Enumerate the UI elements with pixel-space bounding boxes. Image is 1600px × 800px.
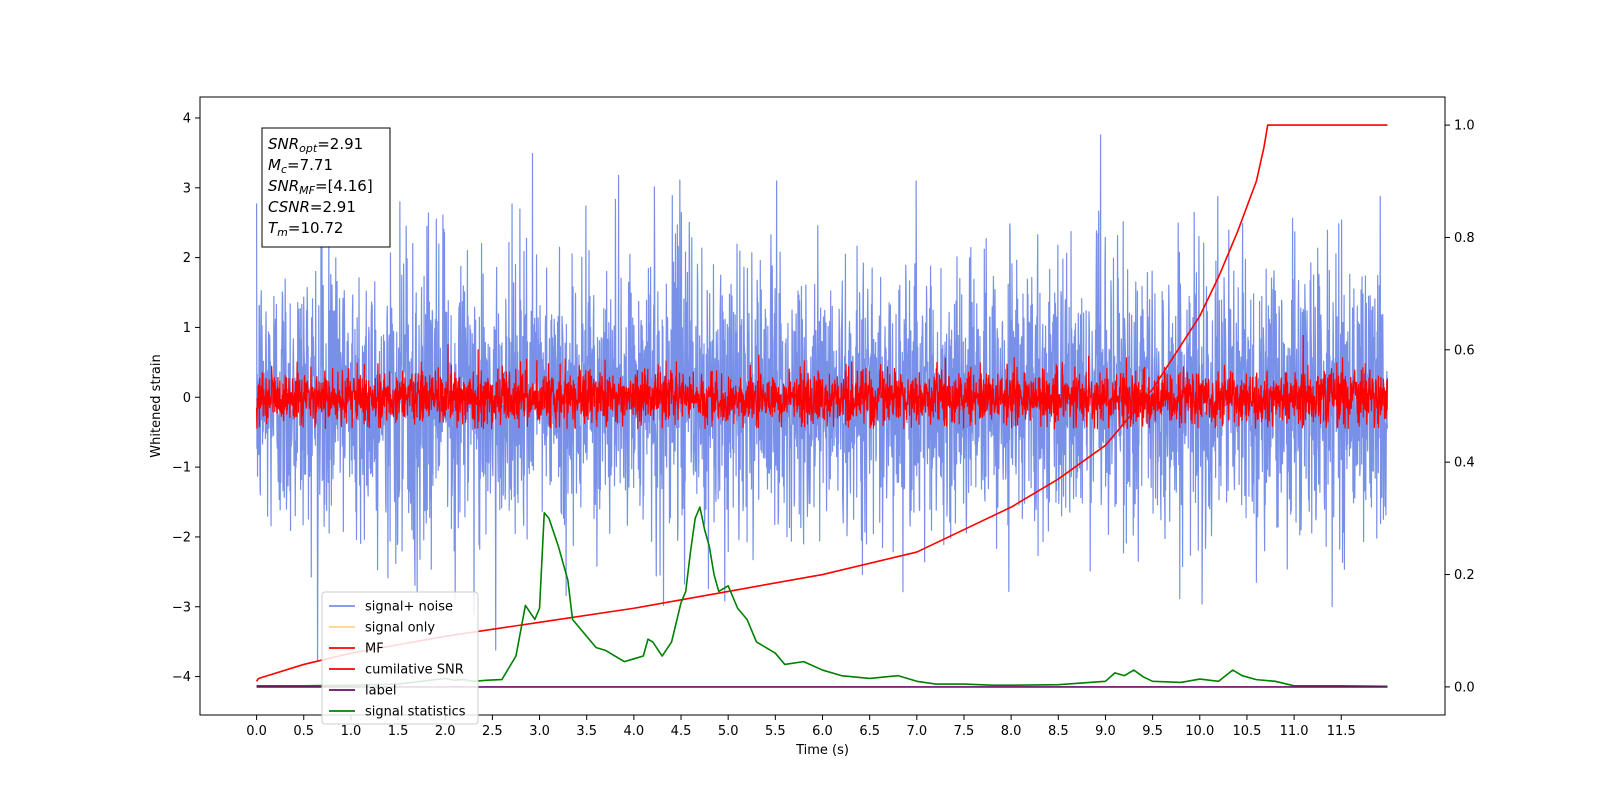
y2-tick-label: 1.0 [1454, 119, 1475, 134]
x-axis-label: Time (s) [795, 743, 849, 758]
x-tick-label: 10.0 [1185, 724, 1214, 739]
y2-tick-label: 0.4 [1454, 456, 1475, 471]
legend-label-label: label [365, 684, 396, 699]
x-tick-label: 5.0 [718, 724, 739, 739]
annotation-line: Tm=10.72 [268, 219, 343, 239]
y-tick-label: 0 [183, 391, 191, 406]
x-tick-label: 2.0 [435, 724, 456, 739]
axes: 0.0 0.5 1.0 1.5 2.0 2.5 3.0 3.5 4.0 4.5 5.0 5.5 6.0 6… [172, 96, 1475, 739]
x-tick-label: 6.5 [859, 724, 880, 739]
annotation-box [261, 127, 391, 248]
x-tick-label: 7.0 [906, 724, 927, 739]
y2-tick-label: 0.2 [1454, 568, 1475, 583]
x-tick-label: 5.5 [765, 724, 786, 739]
annotation-line: SNRopt=2.91 [268, 135, 363, 155]
legend-label-signal-only: signal only [365, 621, 435, 636]
series-mf-line [255, 334, 1389, 430]
legend-label-signal-statistics: signal statistics [365, 705, 466, 720]
x-tick-label: 10.5 [1232, 724, 1261, 739]
annotation-line: Mc=7.71 [268, 156, 333, 176]
annotation-line: SNRMF=[4.16] [268, 177, 373, 197]
x-tick-label: 8.0 [1001, 724, 1022, 739]
x-tick-label: 6.0 [812, 724, 833, 739]
legend: signal+ noise signal only MF cumilative SNR… [321, 591, 479, 725]
legend-label-mf: MF [365, 642, 384, 657]
x-tick-label: 11.5 [1327, 724, 1356, 739]
y-tick-label: −2 [172, 530, 191, 545]
y-tick-label: −1 [172, 461, 191, 476]
series-signal-statistics-line [256, 506, 1388, 688]
legend-label-cumilative-snr: cumilative SNR [365, 663, 464, 678]
legend-label-signal-noise: signal+ noise [365, 600, 453, 615]
x-tick-label: 3.0 [529, 724, 550, 739]
annotation-line: CSNR=2.91 [268, 198, 356, 216]
y-tick-label: 4 [183, 111, 191, 126]
series-signal-noise-line [255, 134, 1389, 662]
x-tick-label: 9.5 [1142, 724, 1163, 739]
x-tick-label: 4.0 [624, 724, 645, 739]
y-tick-label: −4 [172, 670, 191, 685]
x-tick-label: 7.5 [954, 724, 975, 739]
x-tick-label: 9.0 [1095, 724, 1116, 739]
x-tick-label: 4.5 [671, 724, 692, 739]
x-tick-label: 2.5 [482, 724, 503, 739]
y-tick-label: −3 [172, 600, 191, 615]
x-tick-label: 3.5 [576, 724, 597, 739]
y2-tick-label: 0.0 [1454, 680, 1475, 695]
y-tick-label: 1 [183, 321, 191, 336]
x-tick-label: 11.0 [1280, 724, 1309, 739]
y2-tick-label: 0.6 [1454, 343, 1475, 358]
y-axis-label: Whitened strain [149, 354, 164, 457]
y2-tick-label: 0.8 [1454, 231, 1475, 246]
x-tick-label: 1.0 [341, 724, 362, 739]
legend-box [321, 591, 479, 725]
y-tick-label: 2 [183, 251, 191, 266]
y-tick-label: 3 [183, 181, 191, 196]
x-tick-label: 8.5 [1048, 724, 1069, 739]
x-tick-label: 1.5 [388, 724, 409, 739]
x-tick-label: 0.0 [246, 724, 267, 739]
x-tick-label: 0.5 [293, 724, 314, 739]
